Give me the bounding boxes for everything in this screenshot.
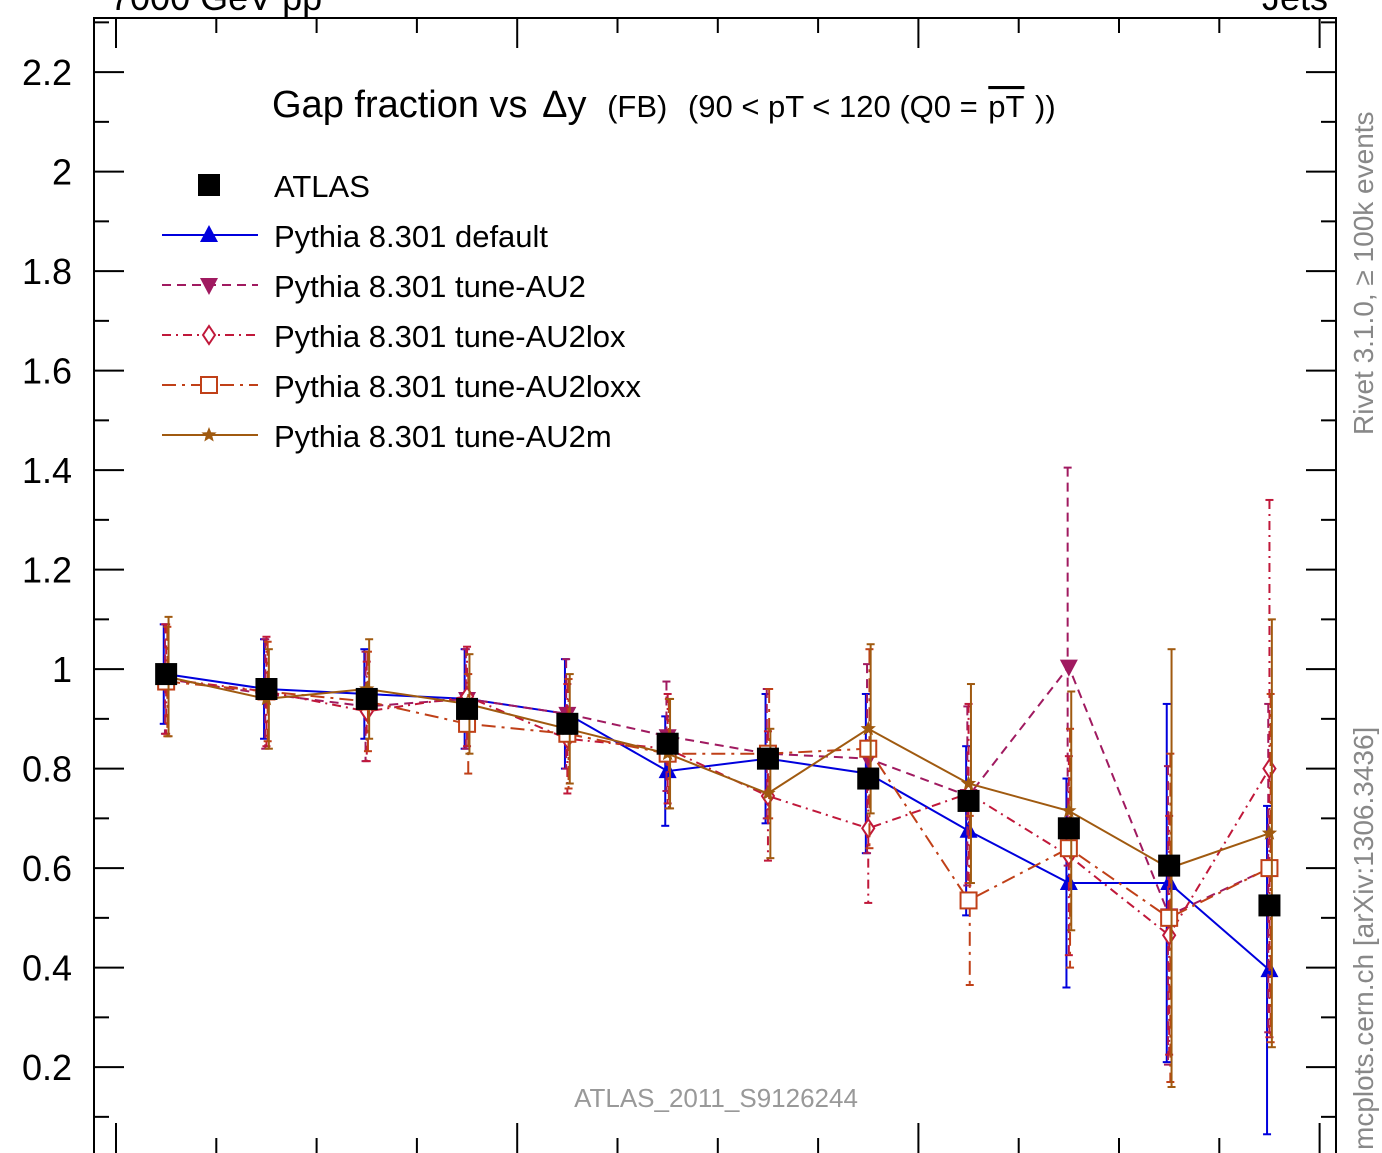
y-tick-label: 2.2 [22, 52, 72, 93]
y-tick-label: 0.4 [22, 948, 72, 989]
header-top-left: 7000 GeV pp [110, 0, 322, 18]
au2m-point [960, 775, 977, 790]
series-line [166, 664, 1270, 917]
chart-title: Gap fraction vs Δy (FB) (90 < pT < 120 (… [272, 84, 1056, 126]
atlas-point [456, 697, 479, 720]
legend-entry: Pythia 8.301 default [162, 219, 548, 254]
legend: ATLAS Pythia 8.301 default Pythia 8.301 tu… [162, 169, 642, 454]
watermark-text: ATLAS_2011_S9126244 [574, 1083, 858, 1113]
au2loxx-point [1160, 908, 1179, 927]
y-tick-label: 0.6 [22, 848, 72, 889]
title-range-post: )) [1035, 89, 1056, 124]
au2loxx-point [200, 376, 218, 394]
legend-label: Pythia 8.301 tune-AU2loxx [274, 369, 642, 404]
series-3 [158, 498, 1277, 1056]
title-delta: Δy [542, 84, 586, 126]
series-group [155, 466, 1281, 1136]
y-tick-label: 0.8 [22, 749, 72, 790]
atlas-point [1258, 894, 1281, 917]
series-1 [157, 623, 1279, 1136]
atlas-point [656, 732, 679, 755]
au2-point [200, 278, 218, 295]
atlas-point [255, 678, 278, 700]
au2m-point [860, 720, 876, 736]
legend-entry: Pythia 8.301 tune-AU2loxx [162, 369, 642, 404]
atlas-point [198, 174, 220, 196]
title-range-pre: (90 < pT < 120 (Q0 = [688, 89, 978, 124]
au2m-point [1261, 825, 1278, 840]
y-tick-label: 2 [52, 152, 72, 193]
series-line [165, 675, 1270, 870]
legend-entry: Pythia 8.301 tune-AU2 [162, 269, 586, 304]
au2loxx-point [1059, 839, 1078, 858]
side-label-top: Rivet 3.1.0, ≥ 100k events [1348, 111, 1379, 435]
legend-entry: ATLAS [198, 169, 370, 204]
y-tick-label: 1 [52, 649, 72, 690]
au2lox-point [1262, 757, 1277, 780]
default-point [200, 225, 218, 242]
series-2 [157, 466, 1279, 1066]
series-line [166, 678, 1271, 937]
axis-ticks [94, 18, 1336, 1153]
au2lox-point [1161, 924, 1177, 947]
title-fb: (FB) [607, 89, 667, 124]
atlas-point [1057, 817, 1080, 840]
series-line [166, 680, 1270, 919]
atlas-point [556, 712, 579, 735]
y-tick-label: 1.2 [22, 550, 72, 591]
legend-label: Pythia 8.301 tune-AU2m [274, 419, 612, 454]
au2loxx-point [1260, 859, 1279, 878]
au2lox-point [861, 817, 876, 840]
y-tick-labels: 0.2 0.4 0.6 0.8 1 1.2 1.4 1.6 1.8 2 2.2 [22, 52, 72, 1088]
atlas-point [1158, 854, 1181, 877]
au2lox-point [201, 324, 217, 346]
au2loxx-point [859, 739, 878, 758]
y-tick-label: 1.4 [22, 450, 72, 491]
legend-label: ATLAS [274, 169, 370, 204]
series-line [166, 673, 1271, 971]
legend-entry: Pythia 8.301 tune-AU2m [162, 419, 612, 454]
series-4 [157, 625, 1279, 1084]
au2m-point [760, 785, 776, 800]
au2loxx-point [959, 891, 978, 910]
atlas-point [155, 663, 178, 686]
default-point [959, 820, 978, 838]
atlas-point [355, 687, 378, 710]
default-point [1059, 873, 1078, 891]
atlas-point [756, 747, 779, 770]
au2m-point [201, 427, 217, 442]
atlas-point [857, 767, 880, 790]
y-tick-label: 1.6 [22, 351, 72, 392]
y-tick-label: 0.2 [22, 1047, 72, 1088]
plot-frame [93, 17, 1337, 1153]
series-5 [158, 615, 1278, 1088]
atlas-point [957, 789, 980, 812]
title-overline: pT [988, 89, 1024, 124]
legend-entry: Pythia 8.301 tune-AU2lox [162, 319, 626, 354]
title-main: Gap fraction vs [272, 84, 528, 126]
au2-point [1059, 659, 1078, 677]
header-top-right: Jets [1262, 0, 1328, 18]
au2m-point [1061, 802, 1077, 818]
legend-label: Pythia 8.301 tune-AU2 [274, 269, 586, 304]
legend-label: Pythia 8.301 default [274, 219, 548, 254]
legend-label: Pythia 8.301 tune-AU2lox [274, 319, 626, 354]
series-0 [155, 663, 1281, 917]
side-label-bottom: mcplots.cern.ch [arXiv:1306.3436] [1348, 727, 1379, 1150]
y-tick-label: 1.8 [22, 251, 72, 292]
default-point [658, 761, 677, 779]
